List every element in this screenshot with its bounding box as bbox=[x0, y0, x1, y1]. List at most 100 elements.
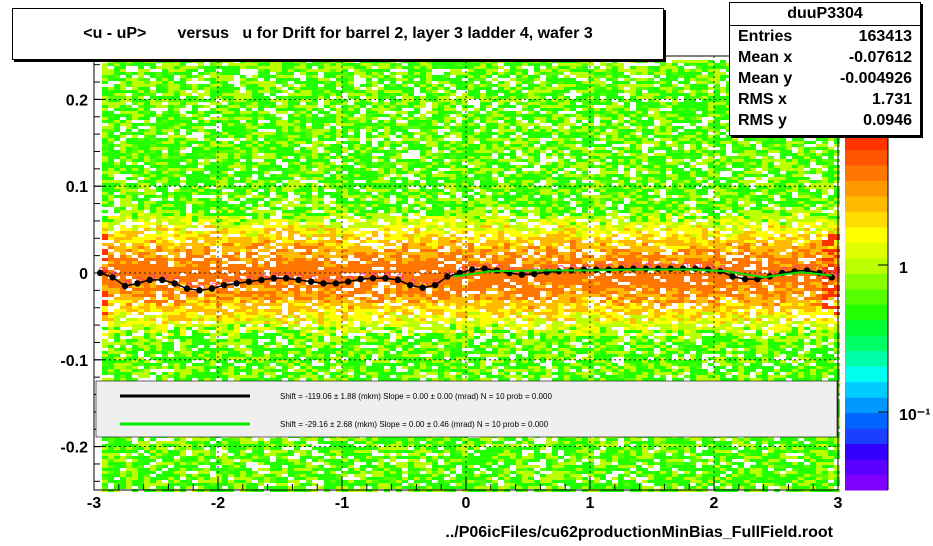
heatmap-cell bbox=[702, 78, 708, 81]
heatmap-cell bbox=[678, 150, 684, 153]
heatmap-cell bbox=[702, 159, 708, 162]
heatmap-cell bbox=[474, 117, 480, 120]
heatmap-cell bbox=[588, 81, 594, 84]
heatmap-cell bbox=[534, 135, 540, 138]
heatmap-cell bbox=[252, 111, 258, 114]
heatmap-cell bbox=[282, 63, 288, 66]
heatmap-cell bbox=[102, 144, 108, 147]
heatmap-cell bbox=[438, 141, 444, 144]
heatmap-cell bbox=[366, 117, 372, 120]
heatmap-cell bbox=[420, 99, 426, 102]
heatmap-cell bbox=[312, 126, 318, 129]
heatmap-cell bbox=[372, 150, 378, 153]
heatmap-cell bbox=[348, 183, 354, 186]
heatmap-cell bbox=[180, 90, 186, 93]
heatmap-cell bbox=[318, 159, 324, 162]
heatmap-cell bbox=[306, 171, 312, 174]
heatmap-cell bbox=[786, 174, 792, 177]
heatmap-cell bbox=[678, 162, 684, 165]
heatmap-cell bbox=[210, 81, 216, 84]
heatmap-cell bbox=[258, 90, 264, 93]
heatmap-cell bbox=[288, 165, 294, 168]
heatmap-cell bbox=[438, 63, 444, 66]
heatmap-cell bbox=[456, 156, 462, 159]
heatmap-cell bbox=[672, 186, 678, 189]
heatmap-cell bbox=[804, 147, 810, 150]
heatmap-cell bbox=[312, 99, 318, 102]
heatmap-cell bbox=[306, 141, 312, 144]
heatmap-cell bbox=[558, 72, 564, 75]
heatmap-cell bbox=[192, 150, 198, 153]
heatmap-cell bbox=[420, 72, 426, 75]
heatmap-cell bbox=[294, 78, 300, 81]
heatmap-cell bbox=[498, 201, 504, 204]
heatmap-cell bbox=[540, 117, 546, 120]
heatmap-cell bbox=[324, 96, 330, 99]
heatmap-cell bbox=[318, 201, 324, 204]
heatmap-cell bbox=[258, 192, 264, 195]
heatmap-cell bbox=[210, 162, 216, 165]
heatmap-cell bbox=[270, 99, 276, 102]
heatmap-cell bbox=[156, 117, 162, 120]
heatmap-cell bbox=[660, 78, 666, 81]
heatmap-cell bbox=[558, 81, 564, 84]
heatmap-cell bbox=[714, 102, 720, 105]
heatmap-cell bbox=[240, 63, 246, 66]
heatmap-cell bbox=[636, 120, 642, 123]
heatmap-cell bbox=[432, 195, 438, 198]
heatmap-cell bbox=[366, 75, 372, 78]
heatmap-cell bbox=[348, 156, 354, 159]
heatmap-cell bbox=[168, 126, 174, 129]
heatmap-cell bbox=[240, 99, 246, 102]
heatmap-cell bbox=[672, 189, 678, 192]
heatmap-cell bbox=[678, 144, 684, 147]
heatmap-cell bbox=[660, 162, 666, 165]
heatmap-cell bbox=[540, 126, 546, 129]
heatmap-cell bbox=[444, 141, 450, 144]
heatmap-cell bbox=[642, 108, 648, 111]
heatmap-cell bbox=[330, 84, 336, 87]
heatmap-cell bbox=[102, 117, 108, 120]
heatmap-cell bbox=[306, 84, 312, 87]
heatmap-cell bbox=[390, 162, 396, 165]
heatmap-cell bbox=[270, 198, 276, 201]
heatmap-cell bbox=[582, 141, 588, 144]
heatmap-cell bbox=[696, 162, 702, 165]
heatmap-cell bbox=[762, 135, 768, 138]
heatmap-cell bbox=[174, 72, 180, 75]
heatmap-cell bbox=[450, 84, 456, 87]
heatmap-cell bbox=[588, 72, 594, 75]
heatmap-cell bbox=[420, 114, 426, 117]
heatmap-cell bbox=[660, 114, 666, 117]
heatmap-cell bbox=[252, 195, 258, 198]
heatmap-cell bbox=[672, 96, 678, 99]
heatmap-cell bbox=[390, 66, 396, 69]
heatmap-cell bbox=[498, 171, 504, 174]
heatmap-cell bbox=[342, 159, 348, 162]
heatmap-cell bbox=[576, 81, 582, 84]
heatmap-cell bbox=[378, 144, 384, 147]
heatmap-cell bbox=[492, 198, 498, 201]
heatmap-cell bbox=[498, 111, 504, 114]
heatmap-cell bbox=[408, 204, 414, 207]
heatmap-cell bbox=[378, 66, 384, 69]
heatmap-cell bbox=[180, 198, 186, 201]
heatmap-cell bbox=[354, 129, 360, 132]
heatmap-cell bbox=[432, 75, 438, 78]
heatmap-cell bbox=[708, 66, 714, 69]
heatmap-cell bbox=[354, 111, 360, 114]
heatmap-cell bbox=[456, 147, 462, 150]
heatmap-cell bbox=[270, 204, 276, 207]
heatmap-cell bbox=[708, 123, 714, 126]
heatmap-cell bbox=[510, 93, 516, 96]
heatmap-cell bbox=[354, 72, 360, 75]
heatmap-cell bbox=[588, 123, 594, 126]
heatmap-cell bbox=[186, 87, 192, 90]
heatmap-cell bbox=[828, 156, 834, 159]
heatmap-cell bbox=[246, 129, 252, 132]
heatmap-cell bbox=[294, 204, 300, 207]
heatmap-cell bbox=[390, 180, 396, 183]
heatmap-cell bbox=[258, 63, 264, 66]
heatmap-cell bbox=[360, 120, 366, 123]
heatmap-cell bbox=[102, 81, 108, 84]
